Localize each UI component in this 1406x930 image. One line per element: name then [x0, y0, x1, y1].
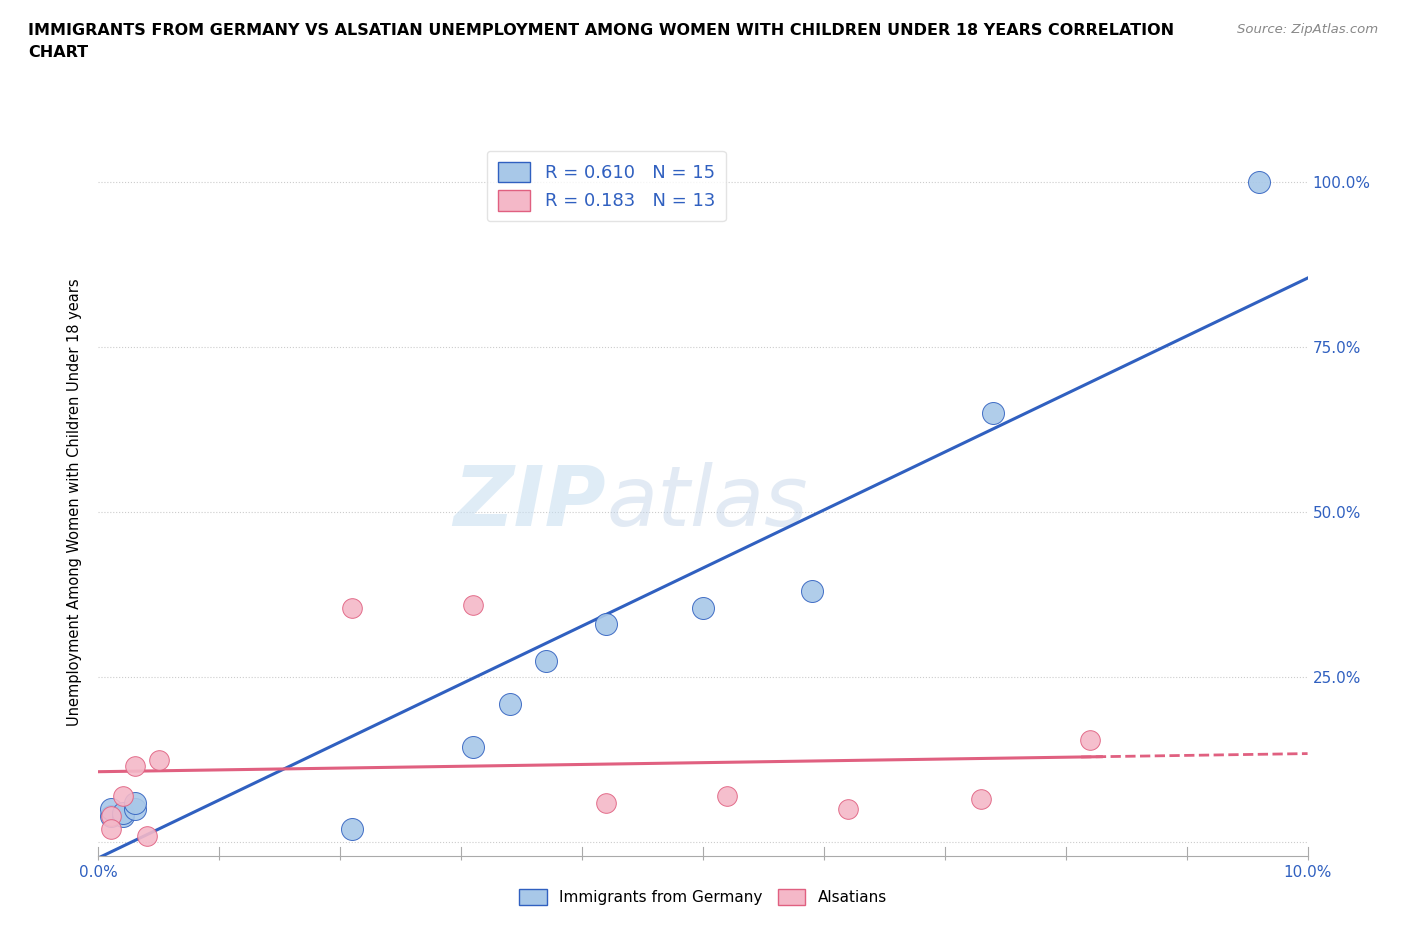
Text: ZIP: ZIP	[454, 461, 606, 543]
Point	[100, 808, 122, 823]
Legend: R = 0.610   N = 15, R = 0.183   N = 13: R = 0.610 N = 15, R = 0.183 N = 13	[486, 151, 725, 221]
Legend: Immigrants from Germany, Alsatians: Immigrants from Germany, Alsatians	[512, 882, 894, 913]
Point	[100, 802, 122, 817]
Point	[463, 739, 485, 754]
Point	[124, 802, 146, 817]
Point	[342, 601, 364, 616]
Point	[534, 653, 557, 668]
Point	[692, 601, 714, 616]
Point	[981, 405, 1004, 420]
Point	[595, 795, 617, 810]
Text: CHART: CHART	[28, 45, 89, 60]
Point	[111, 808, 134, 823]
Point	[135, 829, 157, 844]
Point	[1249, 175, 1271, 190]
Point	[342, 822, 364, 837]
Point	[111, 805, 134, 820]
Point	[124, 795, 146, 810]
Point	[716, 789, 738, 804]
Text: Source: ZipAtlas.com: Source: ZipAtlas.com	[1237, 23, 1378, 36]
Point	[595, 617, 617, 631]
Point	[837, 802, 859, 817]
Point	[124, 759, 146, 774]
Point	[970, 792, 993, 807]
Y-axis label: Unemployment Among Women with Children Under 18 years: Unemployment Among Women with Children U…	[67, 278, 83, 726]
Point	[1078, 733, 1101, 748]
Point	[463, 597, 485, 612]
Point	[111, 789, 134, 804]
Point	[100, 808, 122, 823]
Point	[498, 697, 520, 711]
Point	[100, 822, 122, 837]
Text: atlas: atlas	[606, 461, 808, 543]
Point	[148, 752, 170, 767]
Text: IMMIGRANTS FROM GERMANY VS ALSATIAN UNEMPLOYMENT AMONG WOMEN WITH CHILDREN UNDER: IMMIGRANTS FROM GERMANY VS ALSATIAN UNEM…	[28, 23, 1174, 38]
Point	[800, 584, 823, 599]
